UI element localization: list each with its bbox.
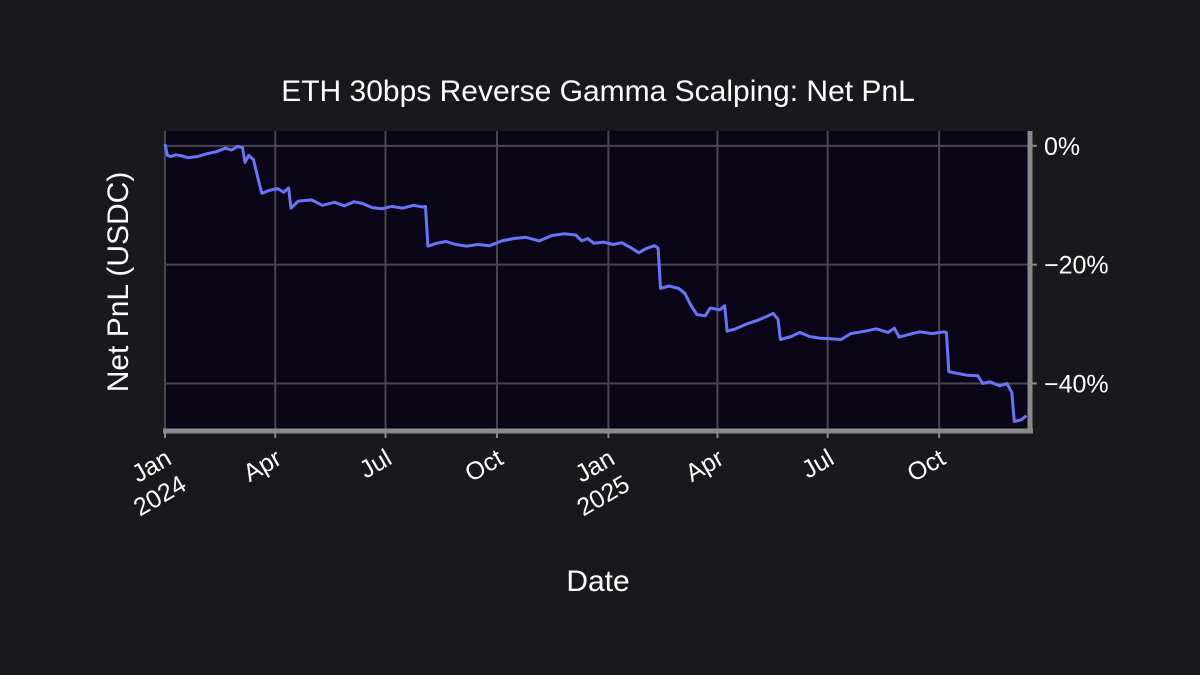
y-tick-labels: 0% −20% −40% — [1030, 133, 1109, 398]
x-tick-label: Apr — [239, 444, 287, 488]
x-tick-label: Apr — [681, 444, 729, 488]
x-tick-labels: Jan2024 Apr Jul Oct Jan2025 Apr Jul Oct — [114, 431, 950, 522]
x-axis-label: Date — [566, 565, 629, 598]
x-tick-label: Jul — [797, 444, 839, 484]
net-pnl-series-line — [163, 143, 1028, 423]
y-axis-label: Net PnL (USDC) — [102, 172, 135, 393]
x-gridlines — [164, 131, 941, 431]
y-tick-label: −40% — [1044, 370, 1109, 398]
x-tick-label: Jan2024 — [114, 444, 191, 522]
y-gridlines — [165, 144, 1030, 385]
x-tick-label: Oct — [902, 444, 950, 488]
chart-title: ETH 30bps Reverse Gamma Scalping: Net Pn… — [281, 75, 915, 108]
x-tick-label: Jan2025 — [557, 444, 634, 522]
y-tick-label: −20% — [1044, 252, 1109, 280]
x-tick-label: Jul — [355, 444, 397, 484]
x-tick-label: Oct — [460, 444, 508, 488]
y-tick-label: 0% — [1044, 133, 1080, 161]
plot-area — [165, 131, 1030, 431]
